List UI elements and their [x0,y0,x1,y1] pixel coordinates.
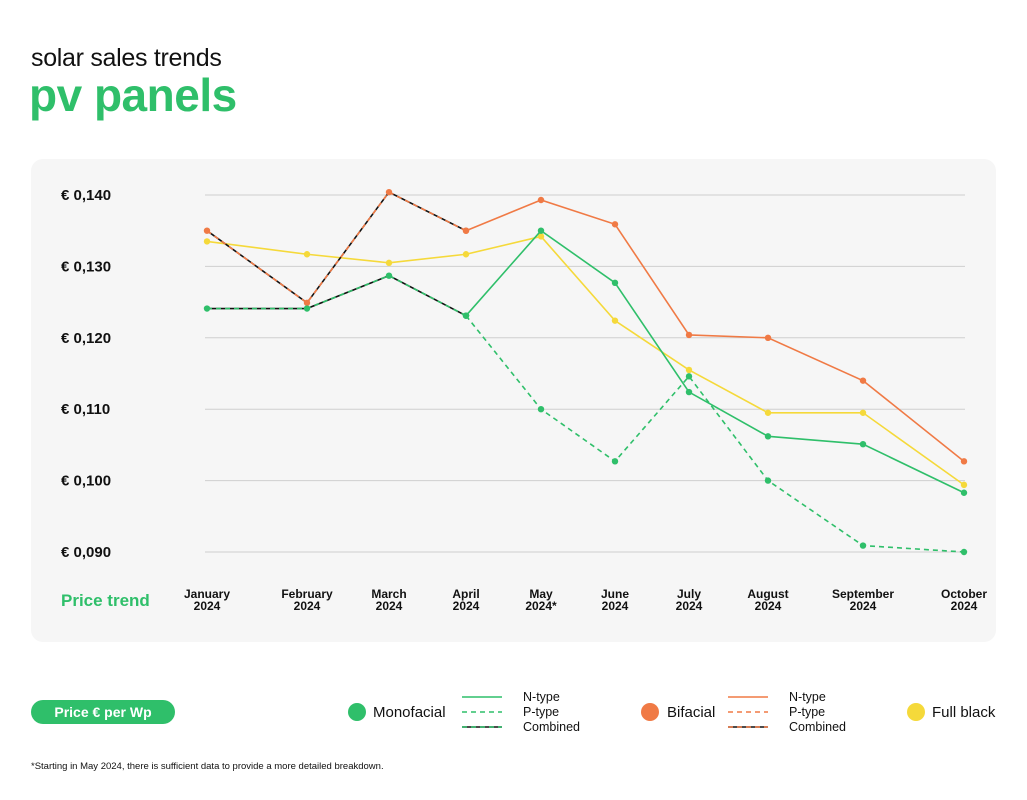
monofacial-n-type-point [859,440,867,448]
monofacial-p-type-point [611,458,619,465]
legend-full-black-swatch [907,703,925,721]
x-axis-label: Price trend [61,591,150,610]
bifacial-n-type-point [859,377,867,384]
bifacial-n-type-point [537,196,545,204]
full-black-line-line [206,235,965,486]
x-tick-label: October 2024 [941,587,987,613]
legend-bifacial-key-label: N-type [789,690,826,704]
x-tick-label: September 2024 [832,587,894,613]
bifacial-n-type-point [764,334,772,341]
legend-bifacial-swatch [641,703,659,721]
monofacial-combined-line [207,274,467,317]
full-black-line-point [685,366,693,374]
monofacial-p-type-line [465,315,965,553]
legend-full-black-label: Full black [932,704,996,721]
monofacial-n-type-point [764,433,772,440]
full-black-line-point [611,317,619,324]
legend-monofacial-key-label: Combined [523,720,580,734]
y-tick-label: € 0,140 [61,187,111,204]
full-black-line-point [385,259,393,267]
legend-monofacial-label: Monofacial [373,704,446,721]
full-black-line-point [303,251,311,258]
legend-monofacial-swatch [348,703,366,721]
monofacial-n-type-point [462,312,470,319]
monofacial-p-type-point [537,406,545,413]
legend-bifacial-label: Bifacial [667,704,715,721]
y-tick-label: € 0,100 [61,473,111,490]
x-tick-label: February 2024 [281,587,333,613]
bifacial-combined-point [303,299,311,307]
monofacial-n-type-point [685,388,693,396]
monofacial-n-type-point [537,227,545,234]
full-black-line-point [859,409,867,416]
chart-subtitle: solar sales trends [31,44,222,72]
bifacial-combined-dash [206,191,467,304]
x-tick-label: March 2024 [371,587,406,613]
legend-bifacial-key-label: P-type [789,705,825,719]
full-black-line-point [960,481,968,489]
y-tick-label: € 0,110 [61,401,110,418]
full-black-line-point [203,238,211,245]
bifacial-combined-point [203,227,211,234]
bifacial-combined-point [385,188,393,196]
monofacial-n-type-line [465,229,965,494]
y-tick-label: € 0,130 [61,258,111,275]
bifacial-n-type-point [462,227,470,234]
legend-bifacial-key-label: Combined [789,720,846,734]
bifacial-combined-line [206,191,467,304]
x-tick-label: January 2024 [184,587,230,613]
chart-title: pv panels [29,69,237,121]
bifacial-n-type-point [685,331,693,339]
unit-badge: Price € per Wp [31,700,175,724]
monofacial-n-type-point [960,489,968,496]
bifacial-n-type-point [960,458,968,465]
footnote: *Starting in May 2024, there is sufficie… [31,761,384,772]
y-tick-label: € 0,120 [61,330,111,347]
bifacial-n-type-point [611,221,619,228]
x-tick-label: July 2024 [676,587,703,613]
monofacial-combined-dash [207,274,467,317]
x-tick-label: June 2024 [601,587,629,613]
monofacial-combined-point [203,305,211,312]
monofacial-p-type-point [685,373,693,380]
full-black-line-point [764,409,772,416]
y-tick-label: € 0,090 [61,544,111,561]
monofacial-p-type-point [960,548,968,556]
monofacial-combined-point [303,305,311,312]
monofacial-n-type-point [611,279,619,287]
monofacial-combined-point [385,272,393,279]
monofacial-p-type-point [764,477,772,484]
legend-monofacial-key-label: P-type [523,705,559,719]
monofacial-p-type-point [859,542,867,549]
full-black-line-point [537,233,545,240]
x-tick-label: April 2024 [452,587,479,613]
chart-panel [31,159,996,642]
legend-monofacial-key-label: N-type [523,690,560,704]
full-black-line-point [462,251,470,258]
x-tick-label: August 2024 [747,587,788,613]
x-tick-label: May 2024* [525,587,557,613]
